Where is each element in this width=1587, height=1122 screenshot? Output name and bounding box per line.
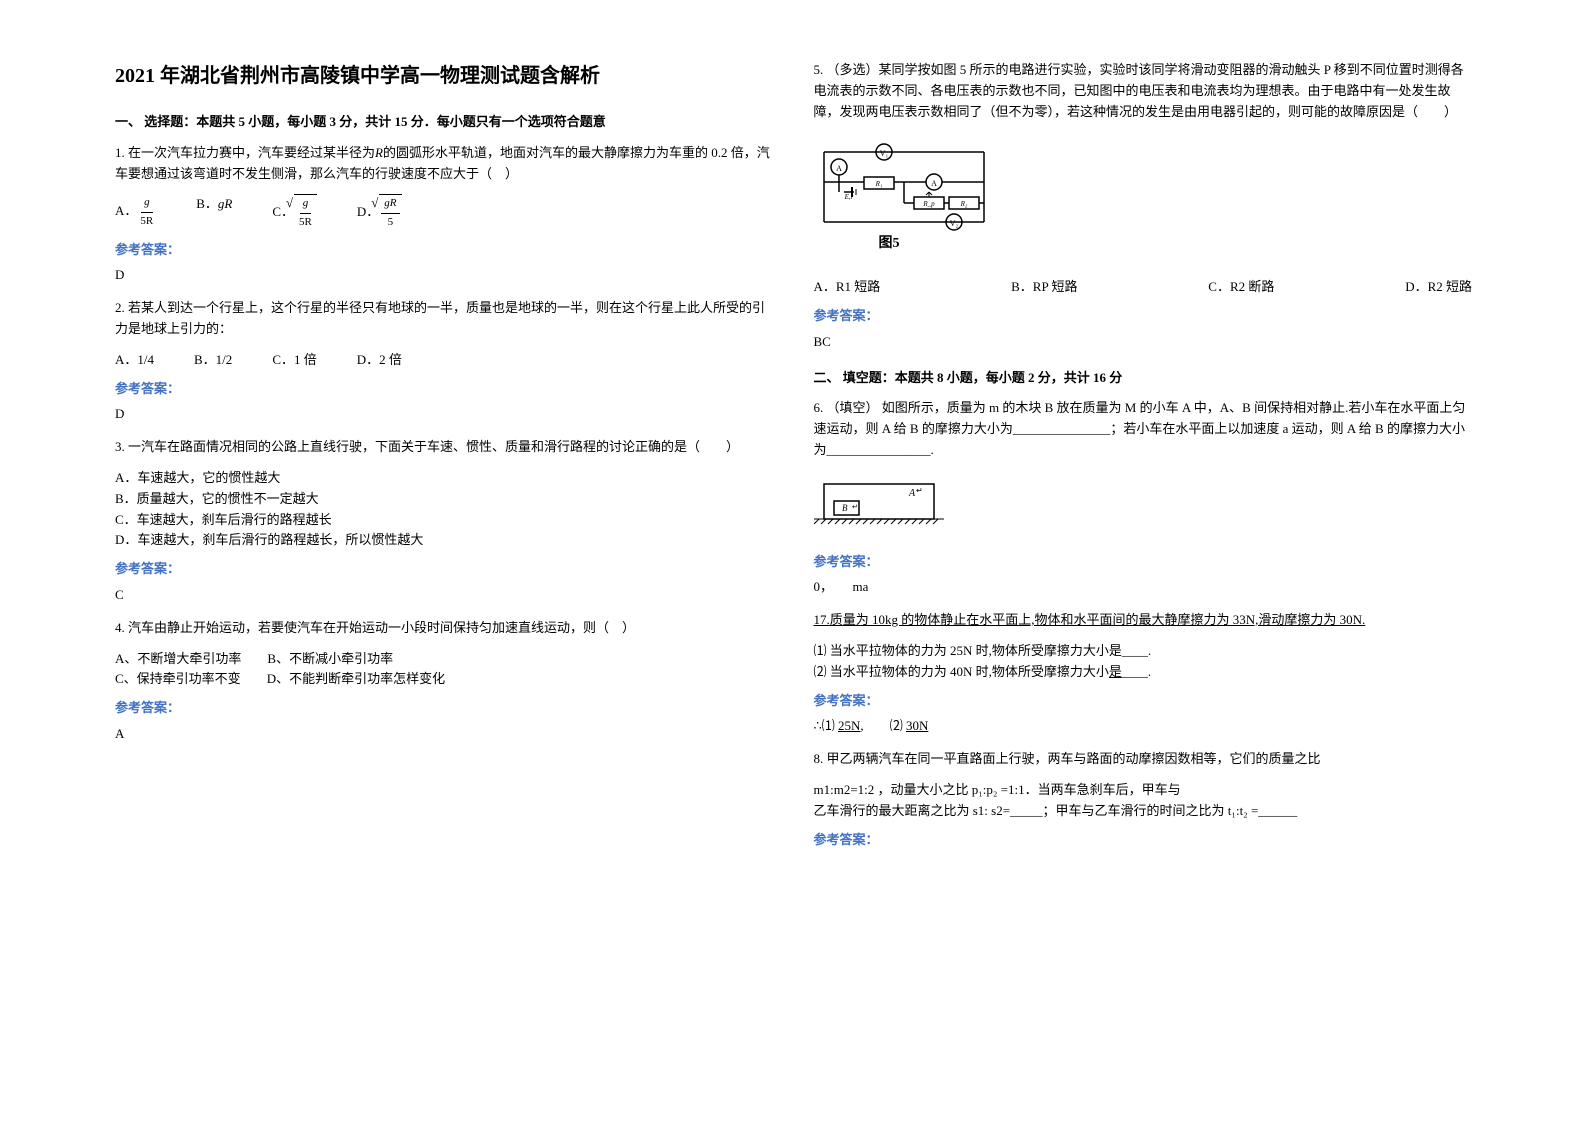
q4-options: A、不断增大牵引功率 B、不断减小牵引功率 C、保持牵引功率不变 D、不能判断牵… (115, 649, 774, 691)
question-8: 8. 甲乙两辆汽车在同一平直路面上行驶，两车与路面的动摩擦因数相等，它们的质量之… (814, 749, 1473, 770)
q5-answer: BC (814, 332, 1473, 353)
left-column: 2021 年湖北省荆州市高陵镇中学高一物理测试题含解析 一、 选择题：本题共 5… (95, 60, 794, 1062)
section-1-title: 一、 选择题：本题共 5 小题，每小题 3 分，共计 15 分．每小题只有一个选… (115, 112, 774, 133)
q2-answer-label: 参考答案： (115, 379, 774, 400)
q5-optA: A．R1 短路 (814, 277, 881, 298)
question-2: 2. 若某人到达一个行星上，这个行星的半径只有地球的一半，质量也是地球的一半，则… (115, 298, 774, 340)
q4-answer-label: 参考答案： (115, 698, 774, 719)
diagram-label: 图5 (878, 235, 899, 251)
svg-text:R_p: R_p (922, 200, 935, 208)
svg-text:A: A (931, 179, 937, 188)
q1-optD: D．gR5 (357, 194, 402, 231)
svg-text:A: A (908, 488, 916, 499)
question-1: 1. 在一次汽车拉力赛中，汽车要经过某半径为R的圆弧形水平轨道，地面对汽车的最大… (115, 143, 774, 185)
q1-R: R (375, 145, 383, 160)
svg-text:A: A (836, 164, 842, 173)
svg-text:↵: ↵ (916, 486, 923, 495)
q17-answer: ∴⑴ 25N, ⑵ 30N (814, 716, 1473, 737)
q3-optD: D．车速越大，刹车后滑行的路程越长，所以惯性越大 (115, 530, 774, 551)
q5-options: A．R1 短路 B．RP 短路 C．R2 断路 D．R2 短路 (814, 277, 1473, 298)
q3-answer-label: 参考答案： (115, 559, 774, 580)
svg-text:V₂: V₂ (949, 219, 958, 228)
q2-optD: D．2 倍 (357, 350, 402, 371)
q2-options: A．1/4 B．1/2 C．1 倍 D．2 倍 (115, 350, 774, 371)
q3-options: A．车速越大，它的惯性越大 B．质量越大，它的惯性不一定越大 C．车速越大，刹车… (115, 468, 774, 551)
q1-optC: C．g5R (272, 194, 317, 231)
q8-answer-label: 参考答案： (814, 830, 1473, 851)
question-17: 17.质量为 10kg 的物体静止在水平面上,物体和水平面间的最大静摩擦力为 3… (814, 610, 1473, 631)
q2-optB: B．1/2 (194, 350, 232, 371)
circuit-diagram: A V₁ A R₁ R_p R₂ V₂ E,r 图5 (814, 142, 994, 252)
q1-answer-label: 参考答案： (115, 240, 774, 261)
q1-answer: D (115, 265, 774, 286)
q1-optA: A．g5R (115, 194, 156, 231)
question-6: 6. （填空） 如图所示，质量为 m 的木块 B 放在质量为 M 的小车 A 中… (814, 398, 1473, 460)
q8-text2: m1:m2=1:2 ，动量大小之比 p₁:p₂ =1:1．当两车急刹车后，甲车与 (814, 780, 1473, 801)
q17-answer-label: 参考答案： (814, 691, 1473, 712)
q3-optB: B．质量越大，它的惯性不一定越大 (115, 489, 774, 510)
q2-optC: C．1 倍 (272, 350, 316, 371)
q17-sub2-wrap: ⑵ 当水平拉物体的力为 40N 时,物体所受摩擦力大小是____. (814, 662, 1473, 683)
q3-optA: A．车速越大，它的惯性越大 (115, 468, 774, 489)
q4-opt-row1: A、不断增大牵引功率 B、不断减小牵引功率 (115, 649, 774, 670)
svg-text:R₂: R₂ (959, 200, 967, 208)
q5-optB: B．RP 短路 (1011, 277, 1077, 298)
q1-optB: B．gR (196, 194, 232, 231)
q5-optD: D．R2 短路 (1405, 277, 1472, 298)
q5-answer-label: 参考答案： (814, 306, 1473, 327)
svg-text:B: B (842, 503, 848, 513)
q5-optC: C．R2 断路 (1208, 277, 1274, 298)
q4-opt-row2: C、保持牵引功率不变 D、不能判断牵引功率怎样变化 (115, 669, 774, 690)
question-3: 3. 一汽车在路面情况相同的公路上直线行驶，下面关于车速、惯性、质量和滑行路程的… (115, 437, 774, 458)
right-column: 5. （多选）某同学按如图 5 所示的电路进行实验，实验时该同学将滑动变阻器的滑… (794, 60, 1493, 1062)
q4-answer: A (115, 724, 774, 745)
q3-answer: C (115, 585, 774, 606)
q3-optC: C．车速越大，刹车后滑行的路程越长 (115, 510, 774, 531)
q6-answer-label: 参考答案： (814, 552, 1473, 573)
q6-answer: 0， ma (814, 577, 1473, 598)
q2-optA: A．1/4 (115, 350, 154, 371)
svg-text:V₁: V₁ (879, 149, 888, 158)
section-2-title: 二、 填空题：本题共 8 小题，每小题 2 分，共计 16 分 (814, 368, 1473, 389)
document-title: 2021 年湖北省荆州市高陵镇中学高一物理测试题含解析 (115, 60, 774, 92)
block-diagram: A ↵ B ↵ (814, 479, 944, 529)
q2-answer: D (115, 404, 774, 425)
q17-sub1: ⑴ 当水平拉物体的力为 25N 时,物体所受摩擦力大小是____. (814, 641, 1473, 662)
q1-text-part1: 1. 在一次汽车拉力赛中，汽车要经过某半径为 (115, 145, 375, 160)
question-5: 5. （多选）某同学按如图 5 所示的电路进行实验，实验时该同学将滑动变阻器的滑… (814, 60, 1473, 122)
question-4: 4. 汽车由静止开始运动，若要使汽车在开始运动一小段时间保持匀加速直线运动，则（… (115, 618, 774, 639)
q1-options: A．g5R B．gR C．g5R D．gR5 (115, 194, 774, 231)
svg-text:↵: ↵ (852, 503, 858, 511)
q8-text3: 乙车滑行的最大距离之比为 s1: s2=_____；甲车与乙车滑行的时间之比为 … (814, 801, 1473, 822)
svg-text:R₁: R₁ (874, 180, 882, 188)
